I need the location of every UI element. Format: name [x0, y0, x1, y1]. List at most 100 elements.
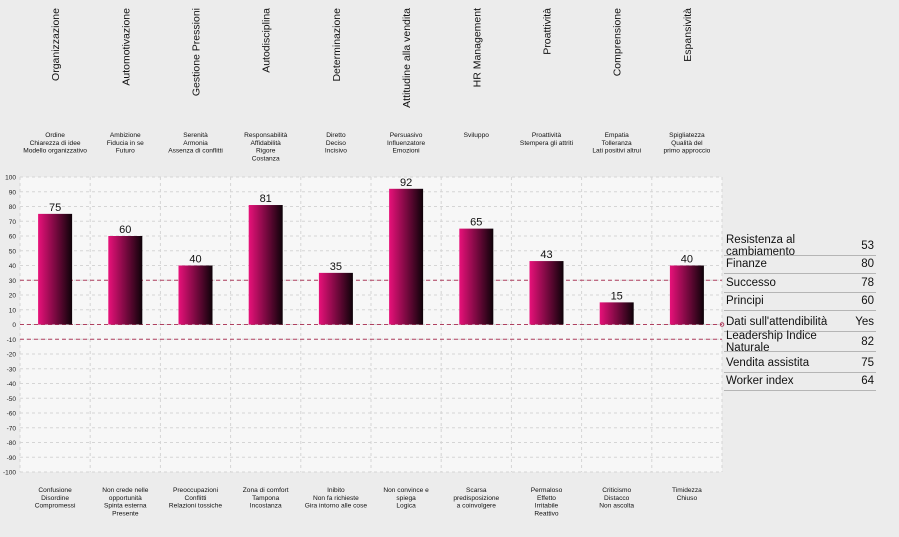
stat-value: 78 — [861, 276, 874, 289]
bar — [178, 265, 213, 325]
category-title: Autodisciplina — [261, 8, 273, 73]
category-bottom-descriptor: a coinvolgere — [457, 503, 497, 510]
category-top-descriptor: Armonia — [183, 140, 208, 147]
bars: 75 60 40 81 35 92 65 43 15 40 — [38, 177, 704, 325]
stat-row-vendita: Vendita assistita 75 — [724, 354, 876, 373]
category-bottom-descriptor: Relazioni tossiche — [169, 503, 222, 510]
category-top-descriptor: Stempera gli attriti — [520, 140, 574, 147]
category-bottom-descriptor: predisposizione — [453, 495, 499, 502]
bar — [389, 188, 424, 325]
bar — [599, 302, 634, 325]
stat-row-leadership: Leadership Indice Naturale 82 — [724, 330, 876, 354]
category-top-descriptor: Ambizione — [110, 132, 141, 139]
category-bottom-descriptor: Presente — [112, 510, 139, 517]
y-tick-label: 0 — [12, 322, 16, 329]
category-title: Proattività — [542, 8, 554, 55]
category-top-descriptor: Affidabilità — [251, 140, 282, 147]
stat-label: Finanze — [726, 258, 767, 271]
y-tick-label: -90 — [7, 455, 17, 462]
category-bottom-descriptor: Compromessi — [35, 503, 76, 510]
category-bottom-descriptor: Non crede nelle — [102, 487, 149, 494]
y-tick-label: -100 — [3, 470, 16, 477]
y-tick-label: -40 — [7, 381, 17, 388]
bar — [38, 213, 73, 325]
stat-row-resistenza: Resistenza al cambiamento 53 — [724, 233, 876, 258]
bar — [529, 261, 564, 325]
category-top-descriptor: Responsabilità — [244, 132, 288, 139]
category-bottom-descriptor: Non fa richieste — [313, 495, 359, 502]
stat-row-worker: Worker index 64 — [724, 373, 876, 391]
stat-label: Vendita assistita — [726, 356, 810, 369]
category-top-descriptor: Spigliatezza — [669, 132, 705, 139]
category-top-descriptor: Deciso — [326, 140, 346, 147]
zero-marker — [719, 322, 725, 327]
stat-row-finanze: Finanze 80 — [724, 256, 876, 274]
category-top-descriptor: Diretto — [326, 132, 346, 139]
category-top-descriptor: Futuro — [116, 148, 135, 155]
stat-value: 64 — [861, 375, 874, 388]
category-bottom-descriptor: Spinta esterna — [104, 503, 147, 510]
category-title: Attitudine alla vendita — [401, 8, 413, 108]
category-top-descriptor: primo approccio — [663, 148, 710, 155]
bar-value-label: 40 — [681, 254, 693, 266]
stat-value: 60 — [861, 295, 874, 308]
category-top-descriptor: Proattività — [532, 132, 562, 139]
category-top-descriptor: Emozioni — [393, 148, 421, 155]
category-bottom-descriptor: Effetto — [537, 495, 556, 502]
y-tick-label: 70 — [9, 219, 17, 226]
category-top-descriptor: Tolleranza — [602, 140, 632, 147]
category-bottom-descriptor: spiega — [396, 495, 416, 502]
category-bottom-descriptor: Irritabile — [535, 503, 559, 510]
bar-value-label: 75 — [49, 202, 61, 214]
category-bottom-descriptor: Distacco — [604, 495, 630, 502]
y-tick-label: 20 — [9, 293, 17, 300]
stat-value: 80 — [861, 258, 874, 271]
category-bottom-descriptor: Preoccupazioni — [173, 487, 219, 494]
bar — [318, 272, 353, 325]
y-tick-label: -20 — [7, 352, 17, 359]
category-bottom-descriptor: Conflitti — [185, 495, 208, 502]
y-tick-label: -60 — [7, 411, 17, 418]
y-tick-label: -10 — [7, 337, 17, 344]
stat-label: Worker index — [726, 375, 794, 388]
category-bottom-descriptor: Confusione — [38, 487, 72, 494]
category-bottom-descriptor: opportunità — [109, 495, 142, 502]
stat-row-successo: Successo 78 — [724, 274, 876, 293]
stat-value: 82 — [861, 336, 874, 349]
category-title: Gestione Pressioni — [191, 8, 203, 96]
bar-value-label: 43 — [540, 249, 552, 261]
bar-value-label: 60 — [119, 224, 131, 236]
category-bottom-descriptor: Incostanza — [250, 503, 282, 510]
category-bottom-descriptor: Chiuso — [677, 495, 698, 502]
y-tick-label: -70 — [7, 425, 17, 432]
stat-row-principi: Principi 60 — [724, 293, 876, 311]
category-top-descriptor: Lati positivi altrui — [592, 148, 641, 155]
stat-label: Resistenza al cambiamento — [726, 233, 796, 258]
category-title: Automotivazione — [120, 8, 132, 86]
category-top-descriptor: Persuasivo — [390, 132, 423, 139]
category-top-descriptor: Qualità del — [671, 140, 703, 147]
y-tick-label: 50 — [9, 248, 17, 255]
category-bottom-descriptor: Criticismo — [602, 487, 631, 494]
category-top-descriptor: Chiarezza di idee — [30, 140, 81, 147]
stat-label: Principi — [726, 295, 764, 308]
category-top-descriptor: Assenza di conflitti — [168, 148, 223, 155]
y-tick-label: -50 — [7, 396, 17, 403]
category-top-descriptor: Fiducia in se — [107, 140, 144, 147]
bar — [108, 236, 143, 325]
stats-panel: Resistenza al cambiamento 53 Finanze 80 Su… — [724, 233, 876, 391]
y-tick-label: 80 — [9, 204, 17, 211]
category-bottom-descriptor: Inibito — [327, 487, 345, 494]
bar-value-label: 92 — [400, 177, 412, 189]
category-bottom-descriptor: Timidezza — [672, 487, 702, 494]
y-tick-label: 30 — [9, 278, 17, 285]
category-title: HR Management — [471, 8, 483, 87]
category-bottom-descriptor: Logica — [396, 503, 416, 510]
stat-value: 53 — [861, 239, 874, 252]
category-top-descriptor: Incisivo — [325, 148, 347, 155]
category-bottom-descriptor: Zona di comfort — [243, 487, 289, 494]
stat-label: Leadership Indice Naturale — [726, 330, 817, 355]
bar-value-label: 15 — [611, 290, 623, 302]
